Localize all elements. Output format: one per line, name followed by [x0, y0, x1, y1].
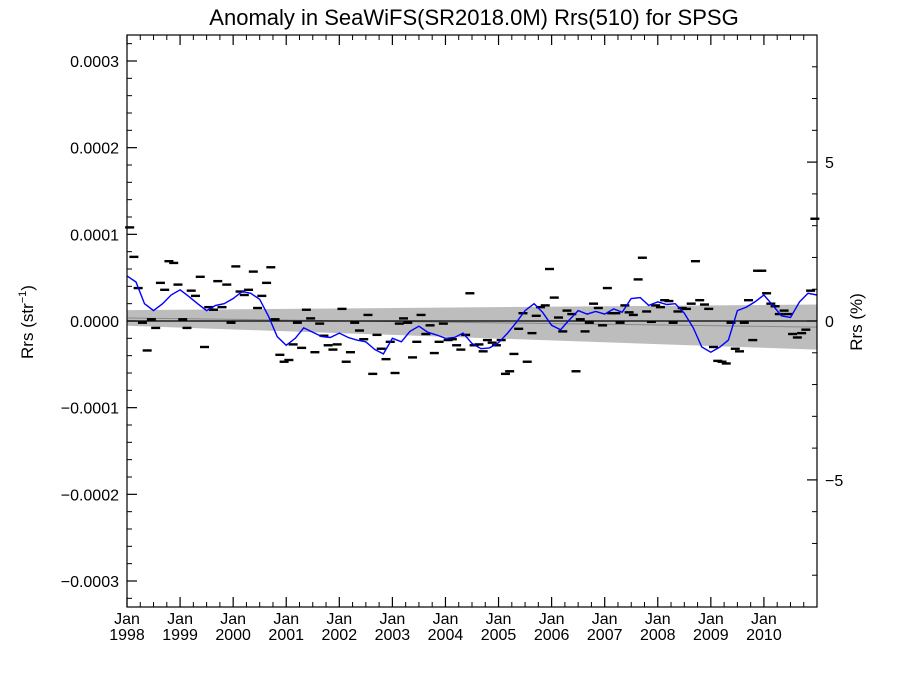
x-tick-year-label: 1999: [162, 627, 198, 644]
x-tick-year-label: 2010: [746, 627, 782, 644]
x-tick-month-label: Jan: [592, 611, 618, 628]
running-mean-path: [126, 275, 818, 355]
left-tick-label: 0.0000: [70, 314, 119, 331]
monthly-anomaly-points: [125, 217, 820, 376]
x-tick-year-label: 2006: [534, 627, 570, 644]
x-tick-month-label: Jan: [326, 611, 352, 628]
x-axis: Jan1998Jan1999Jan2000Jan2001Jan2002Jan20…: [109, 35, 805, 644]
x-tick-month-label: Jan: [167, 611, 193, 628]
x-tick-year-label: 2002: [322, 627, 358, 644]
left-tick-label: −0.0001: [61, 401, 119, 418]
x-tick-year-label: 2004: [428, 627, 464, 644]
x-tick-year-label: 2007: [587, 627, 623, 644]
x-tick-year-label: 2009: [693, 627, 729, 644]
running-mean-line: [126, 275, 818, 355]
right-tick-label: −5: [825, 473, 843, 490]
left-tick-label: 0.0001: [70, 227, 119, 244]
x-tick-month-label: Jan: [539, 611, 565, 628]
chart-title: Anomaly in SeaWiFS(SR2018.0M) Rrs(510) f…: [209, 5, 738, 30]
right-axis: 5 0 −5: [807, 34, 843, 608]
x-tick-month-label: Jan: [486, 611, 512, 628]
x-tick-year-label: 2003: [375, 627, 411, 644]
x-tick-month-label: Jan: [751, 611, 777, 628]
left-tick-label: 0.0003: [70, 54, 119, 71]
left-tick-label: 0.0002: [70, 141, 119, 158]
x-tick-month-label: Jan: [645, 611, 671, 628]
x-tick-month-label: Jan: [273, 611, 299, 628]
left-tick-label: −0.0003: [61, 574, 119, 591]
x-tick-month-label: Jan: [114, 611, 140, 628]
left-axis: 0.0003 0.0002 0.0001 0.0000 −0.0001 −0.0002 −0…: [61, 43, 137, 599]
right-tick-label: 5: [825, 155, 834, 172]
trend-confidence-band: [126, 304, 818, 350]
x-tick-month-label: Jan: [220, 611, 246, 628]
right-tick-label: 0: [825, 314, 834, 331]
y-axis-label-right: Rrs (%): [847, 293, 866, 351]
x-tick-year-label: 2000: [215, 627, 251, 644]
x-tick-year-label: 2008: [640, 627, 676, 644]
trend-line: [126, 317, 818, 328]
y-axis-label-left: Rrs (str−1): [17, 285, 37, 359]
x-tick-month-label: Jan: [379, 611, 405, 628]
x-tick-year-label: 2001: [268, 627, 304, 644]
trend-band-area: [127, 304, 817, 350]
x-tick-month-label: Jan: [433, 611, 459, 628]
left-tick-label: −0.0002: [61, 487, 119, 504]
x-tick-year-label: 1998: [109, 627, 145, 644]
x-tick-month-label: Jan: [698, 611, 724, 628]
x-tick-year-label: 2005: [481, 627, 517, 644]
